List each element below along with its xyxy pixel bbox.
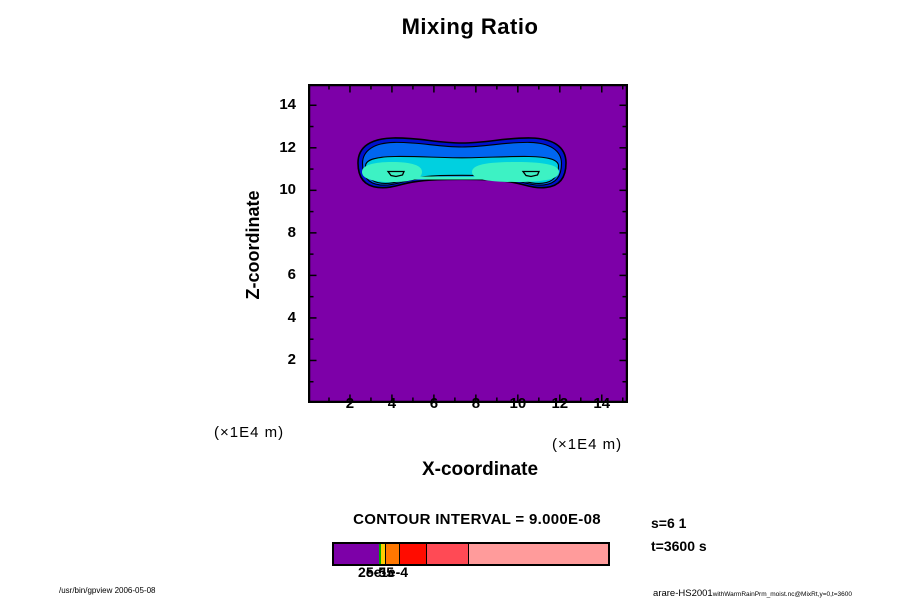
- y-tick-label: 12: [279, 138, 296, 156]
- y-tick-label: 8: [287, 223, 296, 241]
- x-tick-labels: 2 4 6 8 10 12 14: [308, 395, 628, 415]
- y-tick-label: 2: [287, 351, 296, 369]
- contour-interval-note: CONTOUR INTERVAL = 9.000E-08: [353, 511, 601, 528]
- colorbar-segment: [425, 544, 468, 564]
- x-tick-label: 8: [471, 395, 481, 412]
- colorbar-segment: [378, 544, 382, 564]
- colorbar-label: 5e-5: [366, 564, 395, 580]
- y-tick-labels: 2 4 6 8 10 12 14: [258, 84, 296, 403]
- colorbar-label: 1e-4: [380, 564, 409, 580]
- x-tick-label: 2: [345, 395, 355, 412]
- x-tick-label: 6: [429, 395, 439, 412]
- t-annotation: t=3600 s: [651, 538, 707, 554]
- footer-dataset-sub: withWarmRainPrm_moist.nc@MixRt,y=0,t=360…: [712, 591, 852, 598]
- footer-command-text: /usr/bin/gpview 2006-05-08: [59, 586, 156, 595]
- y-tick-label: 6: [287, 266, 296, 284]
- x-tick-label: 4: [387, 395, 397, 412]
- plot-background: [308, 84, 628, 403]
- colorbar-segment: [381, 544, 385, 564]
- x-tick-label: 14: [593, 395, 611, 412]
- x-axis-unit-right: (×1E4 m): [552, 436, 623, 453]
- x-axis-label: X-coordinate: [421, 459, 539, 480]
- colorbar-segment: [334, 544, 379, 564]
- s-annotation: s=6 1: [651, 515, 687, 531]
- footer-dataset-text: arare-HS2001withWarmRainPrm_moist.nc@Mix…: [560, 583, 852, 600]
- colorbar-labels: 2e-5 5e-5 1e-4: [332, 564, 612, 584]
- colorbar-segment: [467, 544, 608, 564]
- chart-title: Mixing Ratio: [401, 14, 539, 39]
- x-axis-unit-left: (×1E4 m): [214, 424, 285, 441]
- axis-tick-marks: [309, 85, 627, 402]
- plot-frame: [308, 84, 628, 403]
- footer-dataset-main: arare-HS2001: [653, 588, 713, 599]
- contour-core-right: [472, 162, 559, 182]
- x-tick-label: 12: [551, 395, 569, 412]
- y-tick-label: 14: [279, 96, 296, 114]
- colorbar: [332, 542, 610, 566]
- inner-contour-right: [521, 170, 540, 178]
- colorbar-segment: [384, 544, 399, 564]
- y-tick-label: 10: [279, 181, 296, 199]
- inner-contour-left: [386, 170, 405, 178]
- colorbar-segment: [398, 544, 426, 564]
- contour-plot: [308, 84, 628, 403]
- colorbar-label: 2e-5: [358, 564, 387, 580]
- x-tick-label: 10: [509, 395, 527, 412]
- y-tick-label: 4: [287, 308, 296, 326]
